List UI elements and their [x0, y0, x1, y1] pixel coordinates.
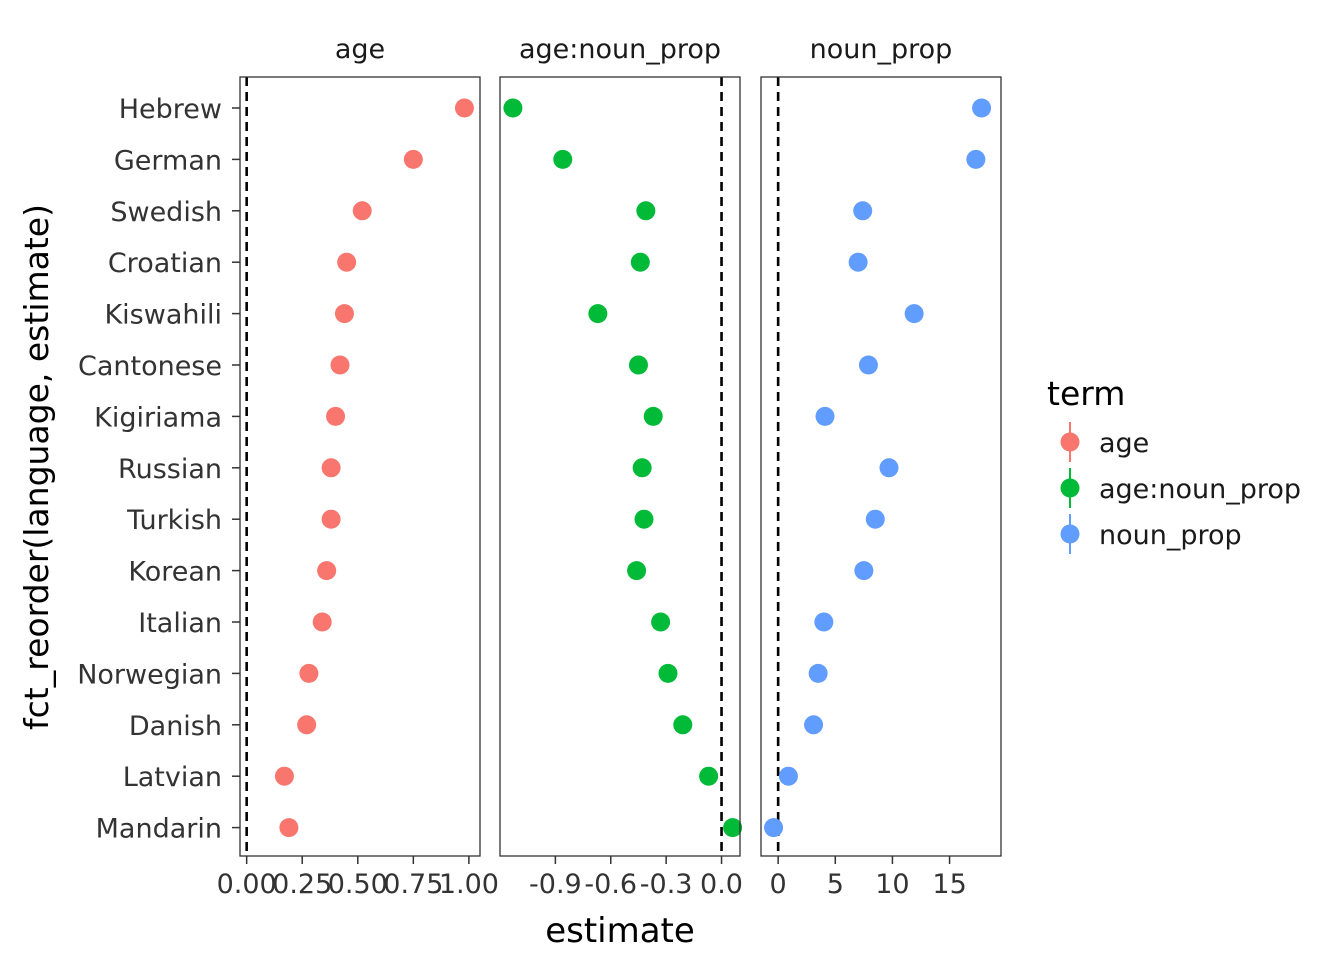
y-tick-label: Norwegian: [77, 659, 222, 690]
facet-panels: age0.000.250.500.751.00age:noun_prop-0.9…: [217, 34, 1002, 900]
x-tick-label: 0.50: [328, 869, 388, 900]
data-point: [588, 304, 608, 324]
data-point: [636, 201, 656, 221]
x-tick-label: 0.0: [700, 869, 743, 900]
data-point: [723, 818, 743, 838]
facet-title: noun_prop: [810, 34, 953, 65]
data-point: [503, 98, 523, 118]
data-point: [297, 715, 317, 735]
y-tick-labels: Hebrew German Swedish Croatian Kiswahili Cant…: [77, 94, 240, 845]
data-point: [454, 98, 474, 118]
x-tick-label: 0: [770, 869, 787, 900]
data-point: [317, 561, 337, 581]
data-point: [279, 818, 299, 838]
facet-title: age:noun_prop: [519, 34, 721, 65]
legend-label: noun_prop: [1099, 520, 1242, 551]
data-point: [858, 355, 878, 375]
data-point: [627, 561, 647, 581]
data-point: [630, 252, 650, 272]
data-point: [312, 612, 332, 632]
x-axis-title: estimate: [545, 911, 695, 951]
facet-panel: age 0.000.250.500.751.00: [217, 34, 499, 900]
x-tick-label: 0.25: [272, 869, 332, 900]
data-point: [972, 98, 992, 118]
x-tick-label: -0.9: [529, 869, 582, 900]
facet-title: age: [335, 34, 385, 65]
data-point: [853, 201, 873, 221]
data-point: [904, 304, 924, 324]
x-tick-label: -0.6: [584, 869, 637, 900]
x-tick-label: 1.00: [439, 869, 499, 900]
data-point: [804, 715, 824, 735]
data-point: [651, 612, 671, 632]
legend-label: age:noun_prop: [1099, 474, 1301, 505]
y-tick-label: German: [114, 145, 222, 176]
legend-item: noun_prop: [1060, 514, 1242, 554]
y-tick-label: Cantonese: [78, 351, 222, 382]
data-point: [699, 766, 719, 786]
y-tick-label: Swedish: [110, 197, 222, 228]
data-point: [321, 458, 341, 478]
legend: term age age:noun_prop noun_prop: [1047, 374, 1301, 554]
legend-item: age:noun_prop: [1060, 468, 1301, 508]
data-point: [643, 406, 663, 426]
legend-key-point: [1060, 478, 1080, 498]
x-tick-label: 0.00: [217, 869, 277, 900]
legend-title: term: [1047, 374, 1125, 413]
data-point: [634, 509, 654, 529]
y-tick-label: Russian: [118, 454, 222, 485]
data-point: [330, 355, 350, 375]
data-point: [865, 509, 885, 529]
data-point: [848, 252, 868, 272]
data-point: [334, 304, 354, 324]
legend-label: age: [1099, 428, 1149, 459]
data-point: [814, 612, 834, 632]
legend-key-point: [1060, 524, 1080, 544]
y-tick-label: Croatian: [108, 248, 222, 279]
data-point: [673, 715, 693, 735]
panel-border: [239, 76, 481, 857]
data-point: [854, 561, 874, 581]
legend-key-point: [1060, 432, 1080, 452]
y-tick-label: Kigiriama: [94, 402, 222, 433]
data-point: [879, 458, 899, 478]
y-tick-label: Danish: [129, 711, 222, 742]
x-tick-label: 15: [932, 869, 966, 900]
panel-border: [499, 76, 741, 857]
y-tick-label: Mandarin: [96, 814, 222, 845]
data-point: [337, 252, 357, 272]
y-tick-label: Kiswahili: [104, 300, 222, 331]
data-point: [808, 663, 828, 683]
legend-item: age: [1060, 422, 1149, 462]
panel-border: [760, 76, 1002, 857]
data-point: [628, 355, 648, 375]
facet-panel: noun_prop 0 5 10 15: [760, 34, 1002, 900]
y-tick-label: Turkish: [126, 505, 222, 536]
y-axis-title: fct_reorder(language, estimate): [17, 204, 56, 730]
y-tick-label: Korean: [128, 557, 222, 588]
data-point: [326, 406, 346, 426]
data-point: [966, 149, 986, 169]
data-point: [778, 766, 798, 786]
y-tick-label: Italian: [138, 608, 222, 639]
data-point: [553, 149, 573, 169]
data-point: [764, 818, 784, 838]
x-tick-label: -0.3: [640, 869, 693, 900]
data-point: [403, 149, 423, 169]
data-point: [815, 406, 835, 426]
y-tick-label: Hebrew: [119, 94, 222, 125]
data-point: [299, 663, 319, 683]
x-tick-label: 10: [875, 869, 909, 900]
facet-panel: age:noun_prop -0.9 -0.6 -0.3 0.0: [499, 34, 743, 900]
x-tick-label: 5: [827, 869, 844, 900]
data-point: [632, 458, 652, 478]
x-tick-label: 0.75: [383, 869, 443, 900]
data-point: [274, 766, 294, 786]
data-point: [352, 201, 372, 221]
y-tick-label: Latvian: [123, 762, 222, 793]
data-point: [658, 663, 678, 683]
data-point: [321, 509, 341, 529]
